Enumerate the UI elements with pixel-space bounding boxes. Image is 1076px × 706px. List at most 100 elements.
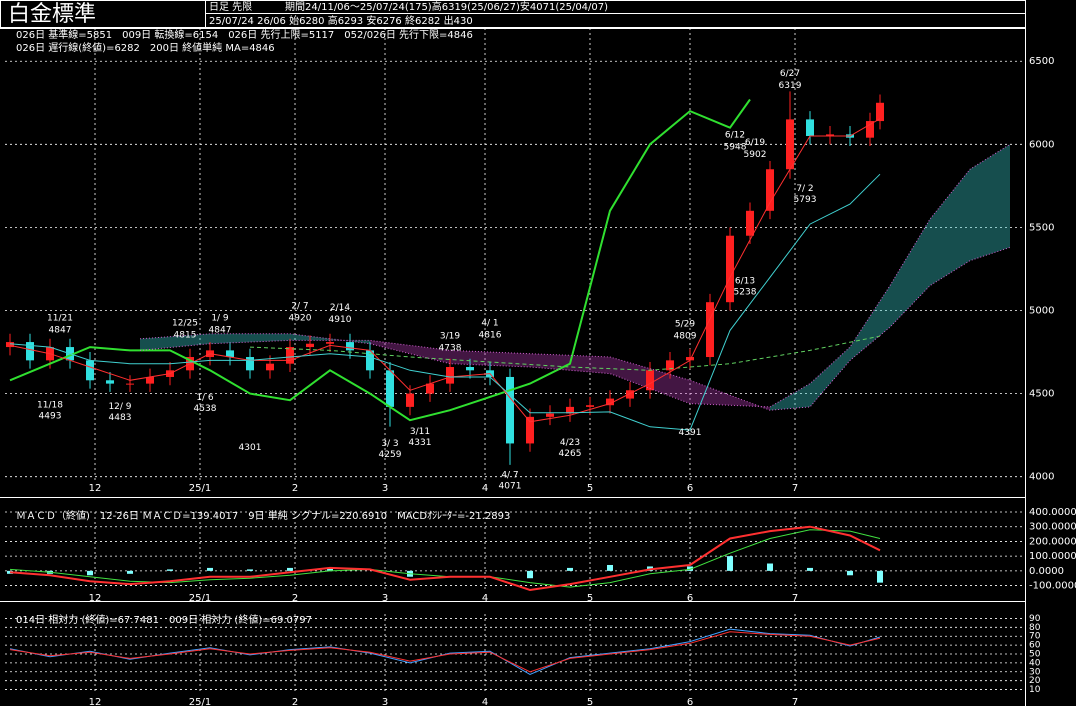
candle-body xyxy=(826,134,834,137)
candle-body xyxy=(726,235,734,303)
y-tick-label: 40 xyxy=(1029,658,1041,668)
legend-entry: 12-26日 ＭＡＣＤ=139.4017 xyxy=(100,511,238,522)
annotation-value: 4259 xyxy=(379,450,402,460)
candle-body xyxy=(426,383,434,394)
annotation-date: 12/ 9 xyxy=(108,402,131,412)
annotation-date: 1/ 6 xyxy=(196,393,214,403)
histogram-bar xyxy=(527,570,533,579)
annotation-value: 4815 xyxy=(174,331,197,341)
x-tick-label: 3 xyxy=(382,697,388,706)
annotation-value: 4071 xyxy=(499,481,522,491)
candle-body xyxy=(246,357,254,371)
cloud xyxy=(140,333,210,351)
annotation-date: 4/ 7 xyxy=(501,470,518,480)
series-line xyxy=(9,631,881,673)
y-tick-label: 0.0000 xyxy=(1029,566,1064,577)
candle-body xyxy=(706,302,714,358)
annotation-date: 3/11 xyxy=(410,427,430,437)
candle-body xyxy=(266,363,274,371)
annotation-value: 5948 xyxy=(724,142,747,152)
x-tick-label: 3 xyxy=(382,483,388,494)
annotation-date: 11/21 xyxy=(47,313,73,323)
candle-body xyxy=(806,119,814,137)
cloud xyxy=(970,144,1010,261)
candle-body xyxy=(386,370,394,407)
histogram-bar xyxy=(877,570,883,583)
x-tick-label: 6 xyxy=(687,593,693,604)
candle-body xyxy=(606,398,614,406)
series-line xyxy=(9,529,881,588)
annotation-date: 5/29 xyxy=(675,320,695,330)
cloud xyxy=(370,340,450,364)
x-tick-label: 2 xyxy=(292,483,298,494)
series-line xyxy=(9,525,881,592)
annotation-date: 4/ 1 xyxy=(481,319,498,329)
legend-entry: MACDｵｼﾚｰﾀｰ=-21.2893 xyxy=(397,510,510,522)
series-line xyxy=(249,335,881,371)
x-tick-label: 3 xyxy=(382,593,388,604)
histogram-bar xyxy=(567,567,573,571)
x-tick-label: 4 xyxy=(482,483,488,494)
y-tick-label: 300.0000 xyxy=(1029,522,1076,533)
annotation-value: 5238 xyxy=(734,287,757,297)
y-tick-label: 400.0000 xyxy=(1029,507,1076,518)
x-tick-label: 25/1 xyxy=(189,593,211,604)
x-tick-label: 25/1 xyxy=(189,697,211,706)
x-tick-label: 4 xyxy=(482,697,488,706)
histogram-bar xyxy=(607,564,613,571)
y-tick-label: 60 xyxy=(1029,641,1041,651)
annotation-date: 3/ 3 xyxy=(381,439,398,449)
annotation-value: 5902 xyxy=(744,150,767,160)
series-line xyxy=(9,98,751,422)
candle-body xyxy=(566,406,574,414)
annotation-date: 6/12 xyxy=(725,130,745,140)
annotation-value: 4493 xyxy=(39,411,62,421)
candle-body xyxy=(26,342,34,361)
y-tick-label: 5000 xyxy=(1029,306,1054,317)
cloud xyxy=(770,383,810,411)
x-tick-label: 12 xyxy=(89,483,102,494)
candle-body xyxy=(786,119,794,170)
annotation-value: 4331 xyxy=(409,438,432,448)
candle-body xyxy=(146,376,154,384)
x-tick-label: 5 xyxy=(587,697,593,706)
legend-entry: 200日 終値単純 MA=4846 xyxy=(150,41,275,54)
candle-body xyxy=(866,121,874,138)
histogram-bar xyxy=(287,567,293,571)
series-line xyxy=(139,246,1011,411)
series-line xyxy=(9,173,881,431)
candle-body xyxy=(226,350,234,358)
cloud xyxy=(850,285,890,361)
y-tick-label: 100.0000 xyxy=(1029,551,1076,562)
annotation-value: 4847 xyxy=(209,325,232,335)
annotation-value: 4538 xyxy=(194,404,217,414)
y-tick-label: 90 xyxy=(1029,614,1041,624)
legend-entry: 9日 単純 シグナル=220.6910 xyxy=(248,509,387,522)
x-tick-label: 4 xyxy=(482,593,488,604)
histogram-bar xyxy=(767,563,773,571)
latest: 25/07/24 26/06 始6280 高6293 安6276 終6282 出… xyxy=(209,14,473,27)
histogram-bar xyxy=(127,570,133,574)
y-tick-label: -100.0000 xyxy=(1029,581,1076,592)
legend-entry: 009日 転換線=6154 xyxy=(122,28,218,41)
title: 白金標準 xyxy=(8,2,96,27)
x-tick-label: 7 xyxy=(792,697,798,706)
histogram-bar xyxy=(327,567,333,571)
annotation-value: 4483 xyxy=(109,413,132,423)
histogram-bar xyxy=(687,566,693,571)
candle-body xyxy=(106,380,114,384)
histogram-bar xyxy=(847,570,853,576)
candle-body xyxy=(326,342,334,344)
legend-entry: 026日 遅行線(終値)=6282 xyxy=(16,41,140,54)
candle-body xyxy=(626,390,634,399)
annotation-date: 6/13 xyxy=(735,276,755,286)
y-tick-label: 4000 xyxy=(1029,472,1054,483)
annotation-date: 2/ 7 xyxy=(291,301,308,311)
annotation-value: 4910 xyxy=(329,315,352,325)
candle-body xyxy=(6,342,14,348)
x-tick-label: 2 xyxy=(292,593,298,604)
annotation-value: 4816 xyxy=(479,331,502,341)
period: 期間24/11/06～25/07/24(175)高6319(25/06/27)安… xyxy=(285,0,608,13)
y-tick-label: 30 xyxy=(1029,667,1041,677)
candle-body xyxy=(686,357,694,361)
